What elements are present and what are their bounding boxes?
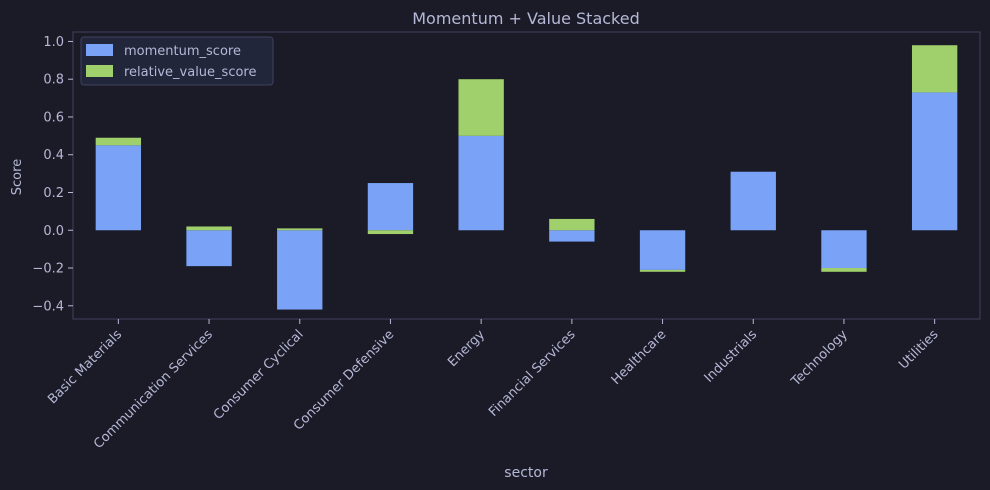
- bar-momentum-score-0: [95, 145, 142, 231]
- bar-momentum-score-3: [367, 183, 414, 231]
- x-tick-label: Healthcare: [609, 327, 670, 388]
- y-tick-label: 0.4: [43, 148, 64, 163]
- y-tick-label: 0.2: [43, 186, 64, 201]
- bar-momentum-score-4: [458, 135, 504, 231]
- y-tick-label: 0.8: [43, 73, 64, 88]
- chart-title: Momentum + Value Stacked: [412, 9, 640, 28]
- bar-relative-value-score-4: [458, 79, 504, 136]
- legend-swatch: [86, 65, 113, 77]
- legend-box: [80, 36, 274, 86]
- legend-label: relative_value_score: [124, 65, 256, 80]
- bar-relative-value-score-3: [367, 230, 414, 235]
- y-tick-label: −0.4: [32, 299, 64, 314]
- bar-relative-value-score-6: [639, 269, 686, 272]
- bar-relative-value-score-5: [549, 218, 595, 231]
- legend-swatch: [86, 44, 113, 56]
- y-tick-label: 1.0: [43, 35, 64, 50]
- bar-relative-value-score-1: [186, 226, 232, 231]
- y-tick-label: 0.0: [43, 224, 64, 239]
- y-axis-label: Score: [10, 159, 25, 195]
- bar-relative-value-score-9: [911, 45, 958, 93]
- bar-momentum-score-9: [911, 92, 958, 231]
- bar-momentum-score-8: [821, 230, 867, 269]
- x-tick-label: Technology: [788, 327, 851, 390]
- y-tick-label: 0.6: [43, 110, 64, 125]
- x-tick-label: Energy: [445, 327, 488, 370]
- bar-momentum-score-2: [277, 230, 323, 310]
- legend-label: momentum_score: [124, 44, 241, 59]
- bar-momentum-score-5: [549, 230, 595, 242]
- x-tick-label: Consumer Defensive: [291, 327, 397, 433]
- legend: momentum_score relative_value_score: [80, 36, 274, 86]
- bar-momentum-score-1: [186, 230, 232, 267]
- x-tick-label: Basic Materials: [45, 327, 125, 407]
- bar-relative-value-score-2: [277, 228, 323, 231]
- axes-frame: [72, 31, 981, 320]
- x-tick-label: Utilities: [896, 327, 941, 372]
- y-tick-label: −0.2: [32, 262, 64, 277]
- bar-relative-value-score-0: [95, 137, 142, 146]
- x-axis-label: sector: [504, 465, 548, 481]
- x-tick-label: Consumer Cyclical: [211, 327, 307, 423]
- bar-momentum-score-7: [730, 171, 776, 231]
- x-tick-label: Financial Services: [486, 327, 579, 420]
- bar-relative-value-score-8: [821, 268, 867, 272]
- x-tick-label: Industrials: [702, 327, 761, 386]
- bar-momentum-score-6: [639, 230, 686, 270]
